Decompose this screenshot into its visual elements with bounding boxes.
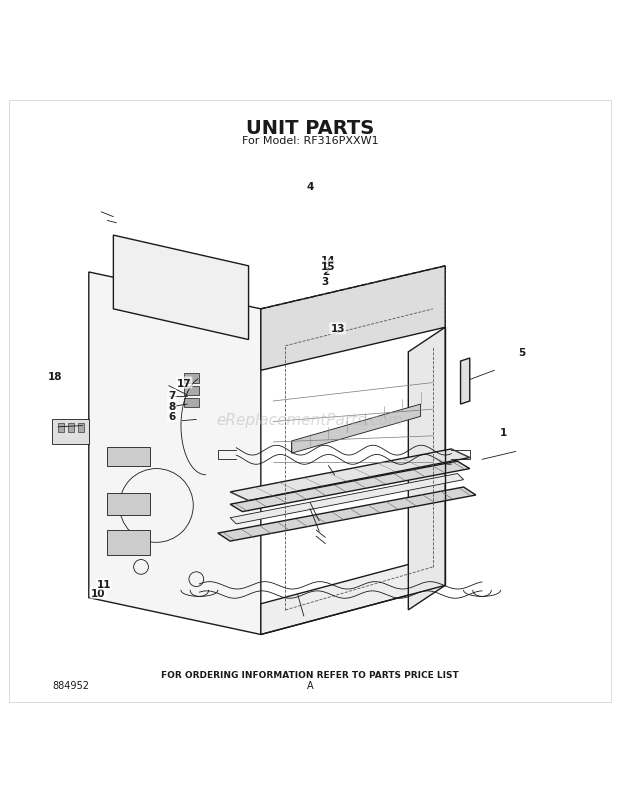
Text: 7: 7 bbox=[168, 390, 175, 401]
Text: UNIT PARTS: UNIT PARTS bbox=[246, 119, 374, 138]
Text: eReplacementParts.com: eReplacementParts.com bbox=[216, 413, 404, 427]
Bar bbox=[184, 398, 200, 408]
Text: For Model: RF316PXXW1: For Model: RF316PXXW1 bbox=[242, 136, 378, 145]
Bar bbox=[78, 423, 84, 432]
Text: 4: 4 bbox=[306, 181, 314, 192]
Bar bbox=[68, 423, 74, 432]
FancyBboxPatch shape bbox=[107, 447, 150, 466]
Text: A: A bbox=[307, 680, 313, 690]
Text: 10: 10 bbox=[91, 588, 105, 598]
FancyBboxPatch shape bbox=[107, 530, 150, 555]
Polygon shape bbox=[218, 487, 476, 541]
Text: 1: 1 bbox=[500, 427, 507, 437]
Text: 14: 14 bbox=[321, 255, 336, 265]
Text: 18: 18 bbox=[48, 372, 62, 382]
Text: 8: 8 bbox=[168, 402, 175, 411]
Polygon shape bbox=[89, 273, 261, 634]
Text: 2: 2 bbox=[322, 267, 329, 276]
Text: 6: 6 bbox=[168, 412, 175, 422]
Text: 3: 3 bbox=[322, 277, 329, 287]
Polygon shape bbox=[230, 462, 470, 512]
Text: 15: 15 bbox=[321, 262, 335, 271]
Polygon shape bbox=[230, 450, 470, 501]
Bar bbox=[184, 386, 200, 395]
Text: 884952: 884952 bbox=[52, 680, 89, 690]
Polygon shape bbox=[261, 555, 445, 634]
Polygon shape bbox=[409, 328, 445, 610]
Text: FOR ORDERING INFORMATION REFER TO PARTS PRICE LIST: FOR ORDERING INFORMATION REFER TO PARTS … bbox=[161, 670, 459, 679]
Polygon shape bbox=[461, 359, 470, 405]
Polygon shape bbox=[230, 474, 464, 524]
Polygon shape bbox=[261, 267, 445, 371]
Text: 11: 11 bbox=[97, 580, 112, 589]
Text: 5: 5 bbox=[518, 348, 526, 357]
Bar bbox=[184, 374, 200, 383]
Polygon shape bbox=[291, 405, 420, 454]
Bar bbox=[52, 420, 89, 444]
Polygon shape bbox=[113, 236, 249, 340]
Text: 17: 17 bbox=[177, 378, 192, 388]
FancyBboxPatch shape bbox=[107, 494, 150, 515]
Text: 13: 13 bbox=[330, 324, 345, 334]
Bar bbox=[58, 423, 64, 432]
